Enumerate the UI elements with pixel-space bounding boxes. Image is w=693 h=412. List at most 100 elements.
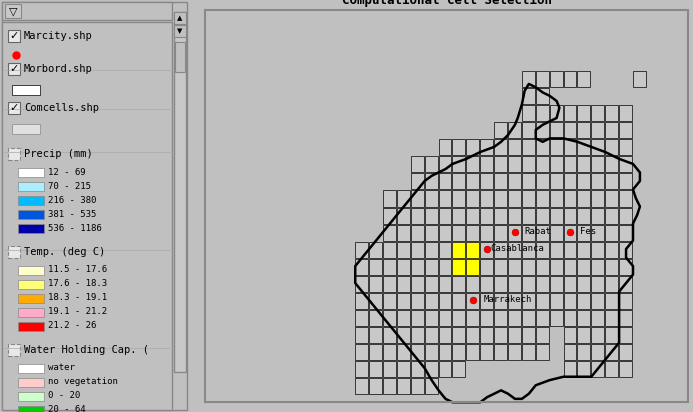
Text: Temp. (deg C): Temp. (deg C) — [24, 247, 105, 257]
Bar — [550, 276, 563, 292]
Bar — [18, 224, 44, 233]
Bar — [536, 190, 549, 206]
Bar — [522, 105, 535, 122]
Bar — [369, 378, 382, 394]
Bar — [522, 157, 535, 173]
Bar — [174, 12, 186, 24]
Bar — [466, 259, 480, 274]
Bar — [550, 71, 563, 87]
Bar — [18, 406, 44, 412]
Bar — [522, 190, 535, 206]
Bar — [439, 173, 451, 190]
Bar — [494, 190, 507, 206]
Text: Morbord.shp: Morbord.shp — [24, 64, 93, 74]
Bar — [522, 208, 535, 224]
Bar — [8, 63, 20, 75]
Bar — [577, 293, 590, 309]
Bar — [383, 208, 396, 224]
Bar — [536, 88, 549, 104]
Bar — [383, 276, 396, 292]
Bar — [425, 378, 437, 394]
Bar — [8, 246, 20, 258]
Bar — [383, 310, 396, 325]
Bar — [591, 105, 604, 122]
Bar — [18, 308, 44, 317]
Bar — [522, 122, 535, 138]
Bar — [397, 310, 410, 325]
Bar — [480, 310, 493, 325]
Bar — [550, 105, 563, 122]
Bar — [480, 344, 493, 360]
Bar — [619, 360, 632, 377]
Text: 21.2 - 26: 21.2 - 26 — [48, 321, 96, 330]
Bar — [397, 259, 410, 274]
Bar — [174, 25, 186, 37]
Bar — [494, 259, 507, 274]
Bar — [563, 276, 577, 292]
Bar — [411, 276, 423, 292]
Bar — [508, 259, 521, 274]
Bar — [522, 173, 535, 190]
Bar — [619, 327, 632, 343]
Bar — [522, 310, 535, 325]
Bar — [453, 327, 465, 343]
Text: Rabat: Rabat — [525, 227, 552, 236]
Bar — [522, 241, 535, 258]
Bar — [439, 139, 451, 155]
Bar — [383, 378, 396, 394]
Text: Marcity.shp: Marcity.shp — [24, 31, 93, 41]
Bar — [425, 259, 437, 274]
Bar — [563, 105, 577, 122]
Bar — [563, 327, 577, 343]
Bar — [383, 327, 396, 343]
Bar — [453, 225, 465, 241]
Bar — [369, 360, 382, 377]
Bar — [397, 225, 410, 241]
Bar — [174, 12, 186, 372]
Bar — [494, 293, 507, 309]
Bar — [18, 378, 44, 387]
Bar — [453, 360, 465, 377]
Bar — [591, 157, 604, 173]
Bar — [508, 310, 521, 325]
Bar — [439, 344, 451, 360]
Bar — [480, 225, 493, 241]
Bar — [619, 157, 632, 173]
Bar — [8, 102, 20, 114]
Bar — [439, 310, 451, 325]
Bar — [453, 276, 465, 292]
Text: water: water — [48, 363, 75, 372]
Bar — [383, 241, 396, 258]
Bar — [494, 344, 507, 360]
Bar — [605, 276, 618, 292]
Bar — [605, 173, 618, 190]
Bar — [480, 241, 493, 258]
Bar — [453, 139, 465, 155]
Bar — [466, 173, 480, 190]
Bar — [508, 139, 521, 155]
Bar — [591, 344, 604, 360]
Bar — [494, 139, 507, 155]
Bar — [536, 259, 549, 274]
Text: Precip (mm): Precip (mm) — [24, 149, 93, 159]
Bar — [356, 378, 368, 394]
Bar — [397, 293, 410, 309]
Text: 11.5 - 17.6: 11.5 - 17.6 — [48, 265, 107, 274]
Bar — [18, 210, 44, 219]
Bar — [577, 139, 590, 155]
Bar — [397, 276, 410, 292]
Bar — [508, 157, 521, 173]
Bar — [439, 360, 451, 377]
Text: 12 - 69: 12 - 69 — [48, 168, 86, 176]
Bar — [522, 259, 535, 274]
Text: 20 - 64: 20 - 64 — [48, 405, 86, 412]
Bar — [411, 360, 423, 377]
Bar — [591, 225, 604, 241]
Bar — [508, 225, 521, 241]
Bar — [508, 327, 521, 343]
Bar — [605, 310, 618, 325]
Bar — [466, 225, 480, 241]
Bar — [18, 322, 44, 331]
Bar — [356, 259, 368, 274]
Bar — [18, 364, 44, 373]
